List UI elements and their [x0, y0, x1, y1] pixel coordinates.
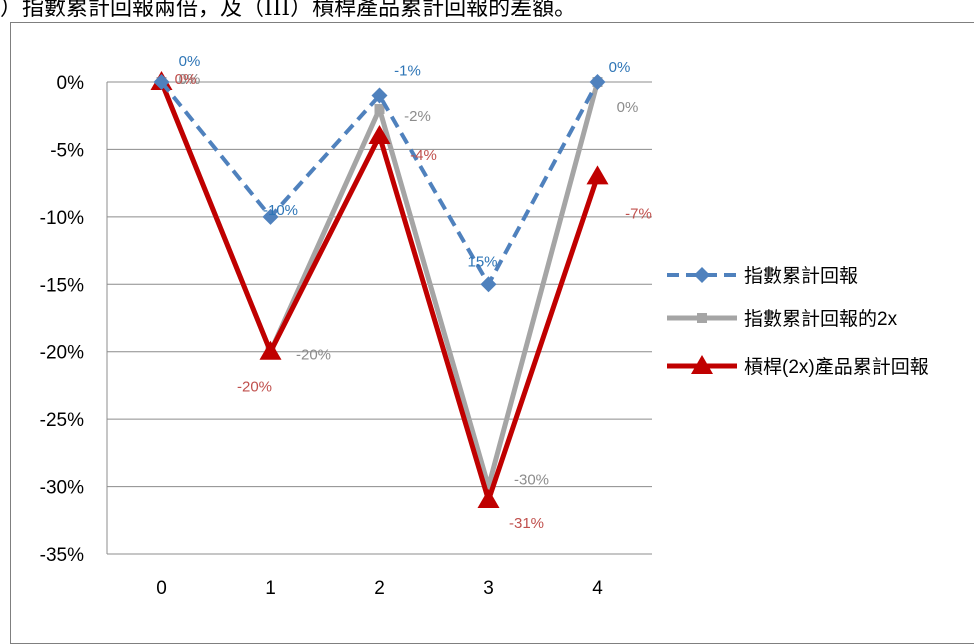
caption-text: ）指數累計回報兩倍，及（III）槓桿產品累計回報的差額。 [0, 0, 577, 21]
x-tick-label: 1 [265, 578, 276, 599]
triangle-marker [691, 355, 713, 374]
data-label: 15% [467, 253, 497, 270]
data-label: -20% [237, 379, 272, 396]
legend-label: 指數累計回報 [744, 265, 858, 287]
data-label: 0% [617, 99, 639, 116]
y-tick-label: -25% [40, 410, 84, 431]
legend-label: 指數累計回報的2x [744, 308, 898, 330]
axes: 0% -5% -10% -15% -20% -25% -30% -35% 0 1 2 3 4 [40, 73, 604, 599]
y-tick-label: 0% [57, 73, 85, 94]
diamond-marker [694, 267, 710, 283]
data-label: -1% [394, 62, 421, 79]
data-label: -4% [410, 147, 437, 164]
diamond-marker [371, 87, 388, 104]
x-tick-label: 2 [374, 578, 385, 599]
series-line [159, 81, 600, 503]
data-label: -30% [514, 472, 549, 489]
data-label: -20% [296, 347, 331, 364]
y-tick-label: -35% [40, 545, 84, 566]
data-label: 0% [179, 71, 201, 88]
triangle-marker [368, 124, 391, 144]
diamond-marker [262, 208, 279, 225]
line-chart: 0% -5% -10% -15% -20% -25% -30% -35% 0 1 2 3 4 0% -10… [40, 53, 929, 599]
diamond-marker [589, 74, 606, 90]
square-marker [374, 103, 385, 114]
x-tick-label: 4 [592, 578, 603, 599]
data-label: -31% [509, 515, 544, 532]
y-tick-label: -30% [40, 478, 84, 499]
square-marker [483, 481, 494, 492]
triangle-marker [259, 340, 282, 360]
x-tick-label: 3 [483, 578, 494, 599]
y-tick-label: -10% [40, 208, 84, 229]
triangle-marker [586, 165, 609, 185]
y-tick-label: -5% [50, 140, 84, 161]
x-tick-label: 0 [156, 578, 167, 599]
diamond-marker [480, 276, 497, 293]
data-label: -2% [404, 108, 431, 125]
data-labels: 0%-10%-1%15%0%0%-20%-2%-30%0%0%-20%-4%-3… [175, 53, 652, 532]
data-label: 0% [175, 71, 197, 88]
data-label: -7% [625, 205, 652, 222]
data-label: 0% [609, 59, 631, 76]
y-tick-label: -15% [40, 275, 84, 296]
square-marker [697, 313, 707, 323]
data-label: 0% [179, 53, 201, 70]
series-lines [150, 71, 609, 509]
legend-label: 槓桿(2x)產品累計回報 [744, 356, 929, 378]
series-line [159, 80, 600, 287]
triangle-marker [477, 489, 500, 509]
data-label: -10% [263, 202, 298, 219]
y-tick-label: -20% [40, 343, 84, 364]
diamond-marker [153, 74, 170, 90]
